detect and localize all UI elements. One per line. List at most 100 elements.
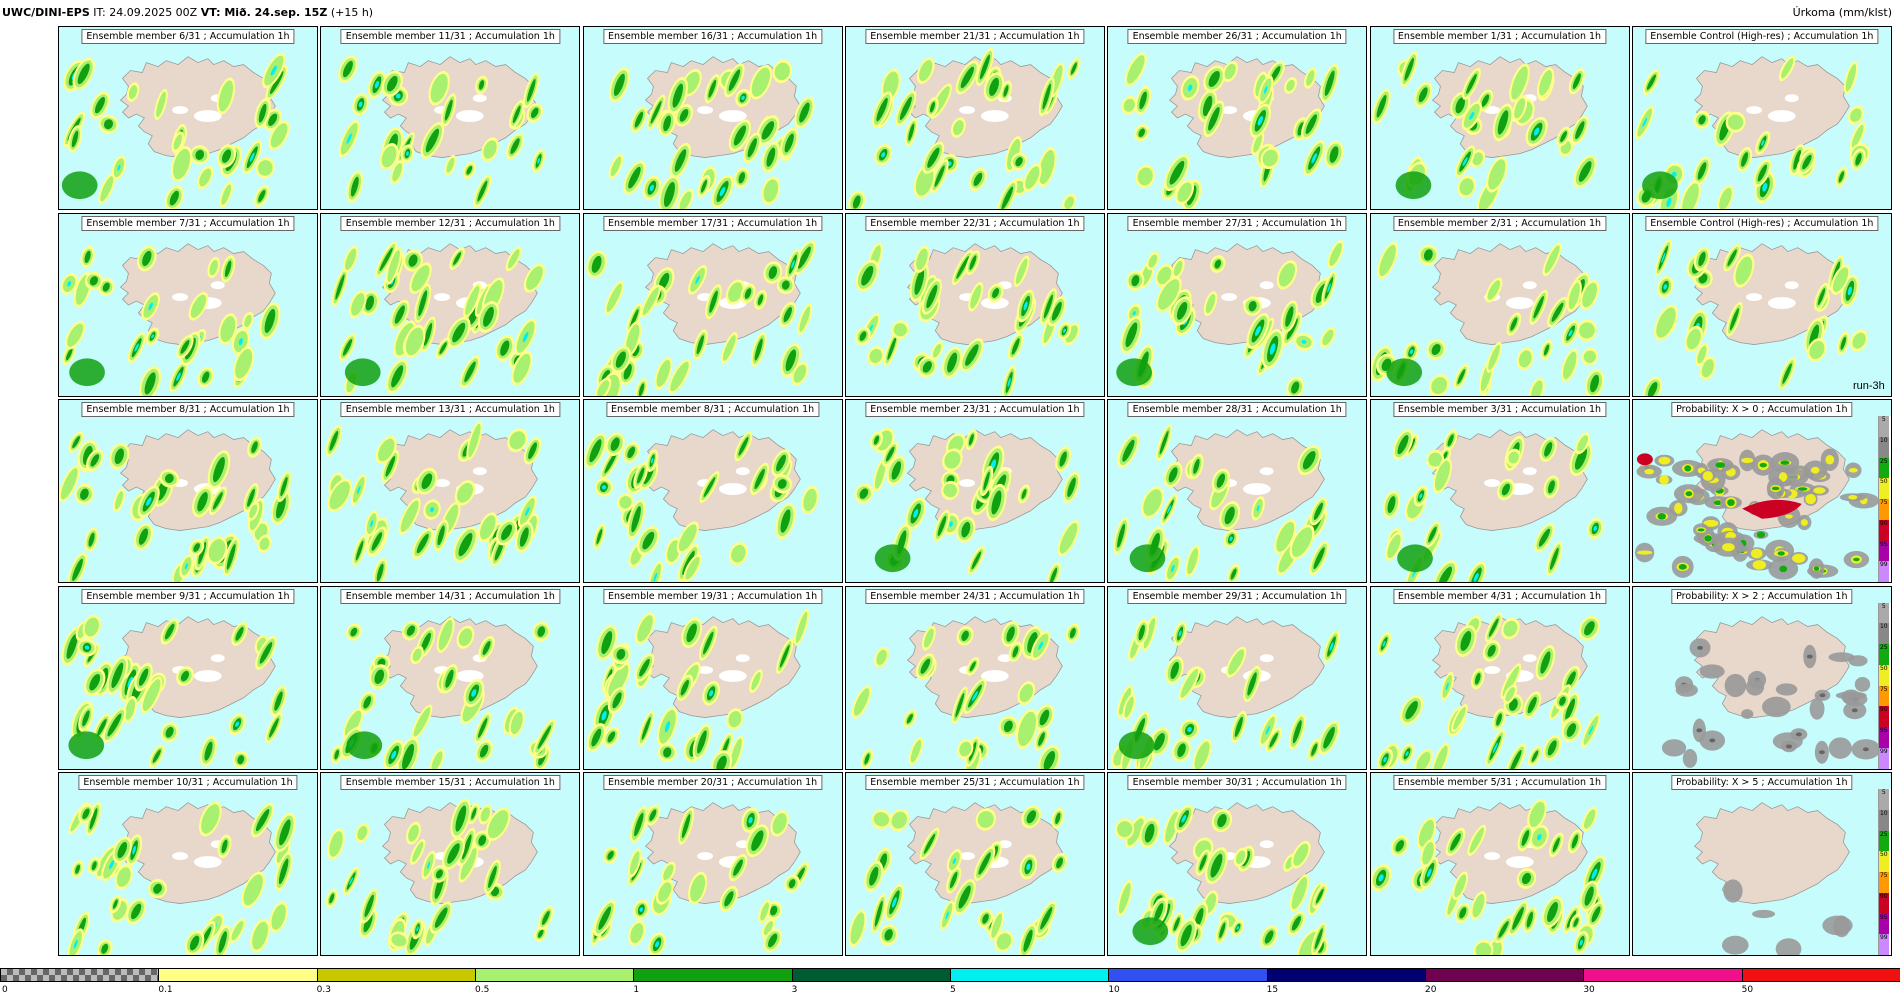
precip-cell xyxy=(968,167,987,192)
map-panel[interactable]: Ensemble member 3/31 ; Accumulation 1h xyxy=(1369,399,1630,583)
map-panel[interactable]: Ensemble member 20/31 ; Accumulation 1h xyxy=(582,772,843,956)
glacier xyxy=(997,653,1012,662)
map-panel[interactable]: Ensemble member 6/31 ; Accumulation 1h xyxy=(58,26,318,210)
precip-cell xyxy=(1370,864,1392,892)
map-panel[interactable]: Ensemble member 21/31 ; Accumulation 1h xyxy=(844,26,1105,210)
iceland-landmass xyxy=(382,429,539,531)
map-panel[interactable]: Ensemble member 30/31 ; Accumulation 1h xyxy=(1107,772,1368,956)
map-panel[interactable]: Ensemble member 25/31 ; Accumulation 1h xyxy=(844,772,1105,956)
map-panel[interactable]: Ensemble member 19/31 ; Accumulation 1h xyxy=(582,585,843,770)
precip-cell xyxy=(343,866,360,896)
map-panel[interactable]: Probability: X > 5 ; Accumulation 1h 5 10 2… xyxy=(1631,772,1892,956)
precip-cell xyxy=(349,289,367,318)
precip-cell xyxy=(255,157,275,179)
precip-cell xyxy=(1164,154,1190,192)
probability-area xyxy=(1809,485,1829,496)
map-panel[interactable]: Ensemble member 17/31 ; Accumulation 1h xyxy=(582,212,843,397)
map-panel[interactable]: Ensemble member 16/31 ; Accumulation 1h xyxy=(582,26,843,210)
precip-cell xyxy=(1122,693,1136,720)
map-panel[interactable]: Ensemble member 5/31 ; Accumulation 1h xyxy=(1369,772,1630,956)
legend-color-step xyxy=(1741,968,1900,982)
precip-cell xyxy=(1440,671,1454,701)
precip-cell xyxy=(1699,355,1716,380)
precip-cell xyxy=(1203,100,1225,138)
probability-area xyxy=(1808,558,1825,579)
map-panel[interactable]: Ensemble member 4/31 ; Accumulation 1h xyxy=(1369,585,1630,770)
panel-title: Probability: X > 2 ; Accumulation 1h xyxy=(1671,588,1853,604)
precip-cell xyxy=(921,625,936,650)
precip-cell xyxy=(848,909,867,947)
legend-color-step xyxy=(1583,968,1743,982)
precip-cell xyxy=(538,905,554,930)
precip-cell xyxy=(1753,159,1772,187)
precip-cell xyxy=(1258,75,1274,105)
map-panel[interactable]: Ensemble member 9/31 ; Accumulation 1h xyxy=(58,585,318,770)
precip-cell xyxy=(755,115,780,146)
precip-cell xyxy=(1294,332,1314,351)
map-panel[interactable]: Ensemble member 28/31 ; Accumulation 1h xyxy=(1107,399,1368,583)
map-panel[interactable]: Ensemble member 10/31 ; Accumulation 1h xyxy=(58,772,318,956)
precip-cell xyxy=(80,245,95,268)
panel-title: Ensemble member 6/31 ; Accumulation 1h xyxy=(81,29,295,44)
precip-cell xyxy=(1172,257,1185,279)
map-panel[interactable]: Ensemble member 23/31 ; Accumulation 1h xyxy=(844,399,1105,583)
precip-cell xyxy=(697,174,711,198)
precip-cell xyxy=(1260,925,1279,949)
map-panel[interactable]: Probability: X > 2 ; Accumulation 1h 5 10 2… xyxy=(1631,585,1892,770)
precip-cell xyxy=(60,272,78,295)
precip-cell xyxy=(1311,922,1327,955)
precip-cell xyxy=(1321,270,1337,305)
precip-cell xyxy=(658,175,680,209)
map-panel[interactable]: Ensemble member 24/31 ; Accumulation 1h xyxy=(844,585,1105,770)
map-panel[interactable]: Ensemble Control (High-res) ; Accumulati… xyxy=(1631,212,1892,397)
panel-title: Ensemble member 3/31 ; Accumulation 1h xyxy=(1392,402,1607,417)
precip-cell xyxy=(409,261,432,294)
precip-cell xyxy=(874,646,889,668)
precip-cell xyxy=(423,499,442,520)
ensemble-panel-grid: Ensemble member 6/31 ; Accumulation 1h En… xyxy=(58,26,1894,960)
map-panel[interactable]: Ensemble member 14/31 ; Accumulation 1h xyxy=(320,585,581,770)
map-panel[interactable]: Ensemble member 27/31 ; Accumulation 1h xyxy=(1107,212,1368,397)
precip-cell xyxy=(1004,136,1023,173)
precip-cell xyxy=(1725,301,1743,337)
precip-cell xyxy=(602,726,620,747)
map-panel[interactable]: Ensemble member 8/31 ; Accumulation 1h xyxy=(582,399,843,583)
precip-cell xyxy=(784,248,801,280)
precip-cell xyxy=(1528,377,1545,396)
map-panel[interactable]: Ensemble member 13/31 ; Accumulation 1h xyxy=(320,399,581,583)
map-panel[interactable]: Probability: X > 0 ; Accumulation 1h 5 10 2… xyxy=(1631,399,1892,583)
map-panel[interactable]: Ensemble member 29/31 ; Accumulation 1h xyxy=(1107,585,1368,770)
precip-cell xyxy=(1586,517,1603,540)
map-panel[interactable]: Ensemble member 15/31 ; Accumulation 1h xyxy=(320,772,581,956)
map-panel[interactable]: Ensemble member 8/31 ; Accumulation 1h xyxy=(58,399,318,583)
precip-cell xyxy=(933,509,951,543)
map-panel[interactable]: Ensemble member 22/31 ; Accumulation 1h xyxy=(844,212,1105,397)
map-panel[interactable]: Ensemble Control (High-res) ; Accumulati… xyxy=(1631,26,1892,210)
precip-cell xyxy=(692,723,711,760)
probability-scale-step: 10 xyxy=(1878,623,1889,644)
probability-area xyxy=(1654,454,1675,467)
probability-area xyxy=(1844,462,1862,479)
precip-cell xyxy=(208,486,227,516)
probability-scale-step: 50 xyxy=(1878,664,1889,686)
map-panel[interactable]: Ensemble member 26/31 ; Accumulation 1h xyxy=(1107,26,1368,210)
precip-cell xyxy=(908,736,924,765)
map-panel[interactable]: Ensemble member 12/31 ; Accumulation 1h xyxy=(320,212,581,397)
precip-cell xyxy=(1507,900,1528,937)
precip-cell xyxy=(775,502,796,540)
precip-cell xyxy=(994,930,1014,953)
precip-cell xyxy=(1065,622,1080,643)
probability-scale-step: 5 xyxy=(1878,416,1889,437)
precip-cell xyxy=(793,608,809,646)
precip-cell xyxy=(367,526,387,557)
map-panel[interactable]: Ensemble member 2/31 ; Accumulation 1h xyxy=(1369,212,1630,397)
map-panel[interactable]: Ensemble member 1/31 ; Accumulation 1h xyxy=(1369,26,1630,210)
precip-cell xyxy=(796,302,812,335)
map-panel[interactable]: Ensemble member 7/31 ; Accumulation 1h xyxy=(58,212,318,397)
precip-cell xyxy=(68,730,105,759)
precip-cell xyxy=(977,909,993,929)
precip-cell xyxy=(1384,531,1403,561)
precip-cell xyxy=(218,312,238,345)
precip-cell xyxy=(627,920,646,946)
map-panel[interactable]: Ensemble member 11/31 ; Accumulation 1h xyxy=(320,26,581,210)
